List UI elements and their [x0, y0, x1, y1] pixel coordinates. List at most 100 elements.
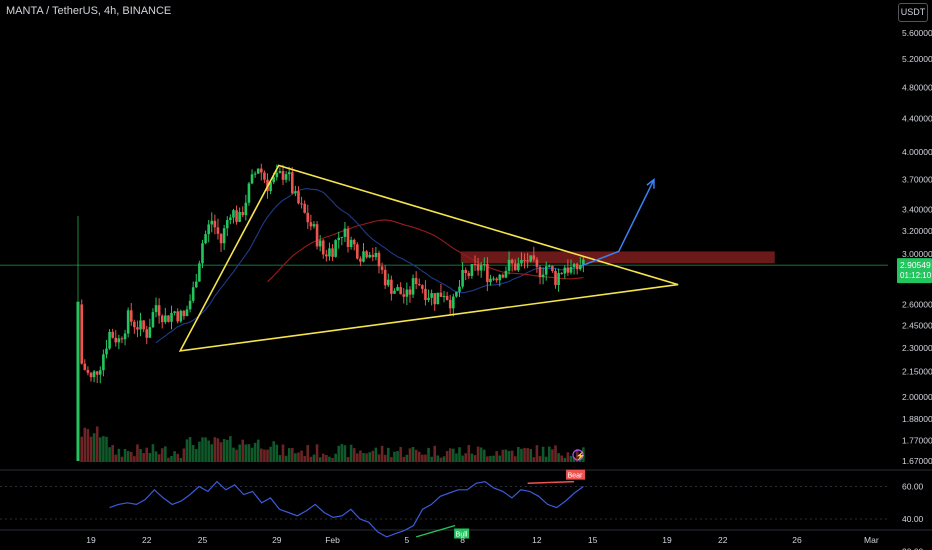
- candle-body-42: [210, 220, 214, 225]
- candle-body-21: [145, 329, 149, 338]
- volume-bar-109: [417, 451, 421, 462]
- candle-body-160: [575, 263, 579, 270]
- candle-body-128: [476, 264, 480, 271]
- candle-body-157: [566, 267, 570, 273]
- volume-bar-125: [467, 445, 471, 462]
- candle-body-39: [201, 243, 204, 264]
- candle-body-77: [318, 240, 322, 247]
- volume-bar-5: [95, 426, 99, 462]
- candle-body-114: [433, 293, 437, 305]
- candle-body-126: [470, 264, 474, 276]
- volume-bar-88: [352, 448, 356, 462]
- candle-body-140: [513, 263, 517, 271]
- candle-body-79: [325, 254, 328, 257]
- volume-bar-104: [402, 456, 406, 462]
- candle-body-91: [362, 251, 365, 262]
- candle-body-36: [191, 287, 195, 301]
- candle-body-78: [321, 240, 325, 255]
- candle-body-27: [164, 315, 167, 323]
- currency-button[interactable]: USDT: [898, 3, 928, 22]
- candle-body-123: [461, 270, 464, 287]
- candle-body-34: [185, 309, 189, 317]
- candle-body-95: [374, 252, 378, 258]
- candle-body-8: [105, 348, 108, 355]
- rsi-pane: 60.00 40.00 20.00 Bull Bear: [0, 469, 924, 550]
- candle-body-146: [532, 255, 536, 260]
- volume-bar-121: [455, 453, 458, 462]
- candle-body-13: [120, 338, 124, 340]
- candle-body-89: [356, 244, 359, 259]
- candle-body-70: [297, 191, 300, 204]
- volume-bar-95: [374, 447, 378, 462]
- price-badge-bg: [897, 258, 932, 284]
- candle-body-150: [544, 266, 548, 275]
- price-tick-label-2: 4.80000: [902, 83, 932, 93]
- volume-bar-107: [411, 446, 415, 462]
- triangle-pattern: [178, 164, 679, 352]
- volume-bar-70: [297, 452, 300, 462]
- volume-bar-10: [111, 445, 114, 462]
- volume-bar-92: [365, 453, 368, 462]
- volume-bar-161: [578, 455, 582, 462]
- time-tick-label-2: 25: [198, 535, 208, 545]
- volume-bar-22: [148, 452, 152, 462]
- candle-body-136: [501, 274, 505, 278]
- volume-bar-91: [362, 453, 365, 462]
- candle-body-103: [399, 287, 402, 295]
- volume-bar-113: [430, 456, 433, 462]
- volume-bar-77: [318, 457, 322, 462]
- volume-bar-86: [346, 457, 350, 462]
- candle-body-92: [365, 251, 368, 258]
- bull-divergence-line: [415, 524, 456, 538]
- candle-body-56: [253, 173, 257, 175]
- volume-bar-41: [207, 440, 210, 462]
- rsi-tick-label-0: 60.00: [902, 482, 924, 492]
- volume-bar-106: [408, 448, 412, 462]
- candle-body-142: [520, 259, 523, 264]
- volume-bar-42: [210, 444, 214, 462]
- volume-bar-134: [495, 451, 498, 462]
- volume-bar-35: [188, 436, 192, 462]
- volume-bar-83: [337, 445, 341, 462]
- volume-bar-50: [235, 449, 238, 462]
- candle-body-106: [408, 289, 412, 295]
- candle-body-44: [216, 227, 220, 234]
- candle-body-57: [256, 168, 260, 174]
- time-tick-label-10: 22: [718, 535, 728, 545]
- volume-bar-63: [275, 444, 279, 462]
- volume-bar-73: [306, 445, 310, 462]
- candle-body-82: [334, 240, 337, 257]
- volume-bar-38: [198, 441, 201, 462]
- candle-body-110: [421, 285, 424, 289]
- volume-bar-49: [232, 447, 235, 462]
- candle-body-107: [411, 278, 415, 295]
- candle-body-116: [439, 292, 443, 297]
- volume-bar-153: [554, 445, 557, 462]
- candle-body-88: [352, 239, 356, 245]
- candle-body-30: [173, 311, 176, 313]
- volume-bar-160: [575, 449, 579, 462]
- volume-bar-159: [572, 457, 576, 462]
- volume-bar-141: [517, 446, 520, 462]
- volume-bar-40: [204, 437, 207, 462]
- candle-body-74: [309, 222, 313, 227]
- candle-body-117: [442, 295, 446, 297]
- volume-bar-156: [563, 457, 567, 462]
- price-tick-label-6: 3.40000: [902, 205, 932, 215]
- candle-body-127: [473, 264, 477, 266]
- volume-bar-96: [377, 454, 381, 462]
- price-badge-value: 2.90549: [900, 260, 931, 270]
- triangle-lines: [178, 164, 679, 352]
- candle-body-49: [232, 210, 235, 218]
- volume-bar-114: [433, 445, 437, 462]
- volume-bar-111: [424, 454, 427, 462]
- volume-bar-133: [492, 455, 495, 462]
- volume-bar-31: [176, 453, 180, 462]
- candle-body-3: [89, 372, 93, 378]
- time-tick-label-4: Feb: [325, 535, 340, 545]
- time-tick-label-7: 12: [532, 535, 542, 545]
- price-tick-label-11: 2.45000: [902, 320, 932, 330]
- candle-body-4: [92, 371, 96, 378]
- candle-body-18: [136, 327, 139, 330]
